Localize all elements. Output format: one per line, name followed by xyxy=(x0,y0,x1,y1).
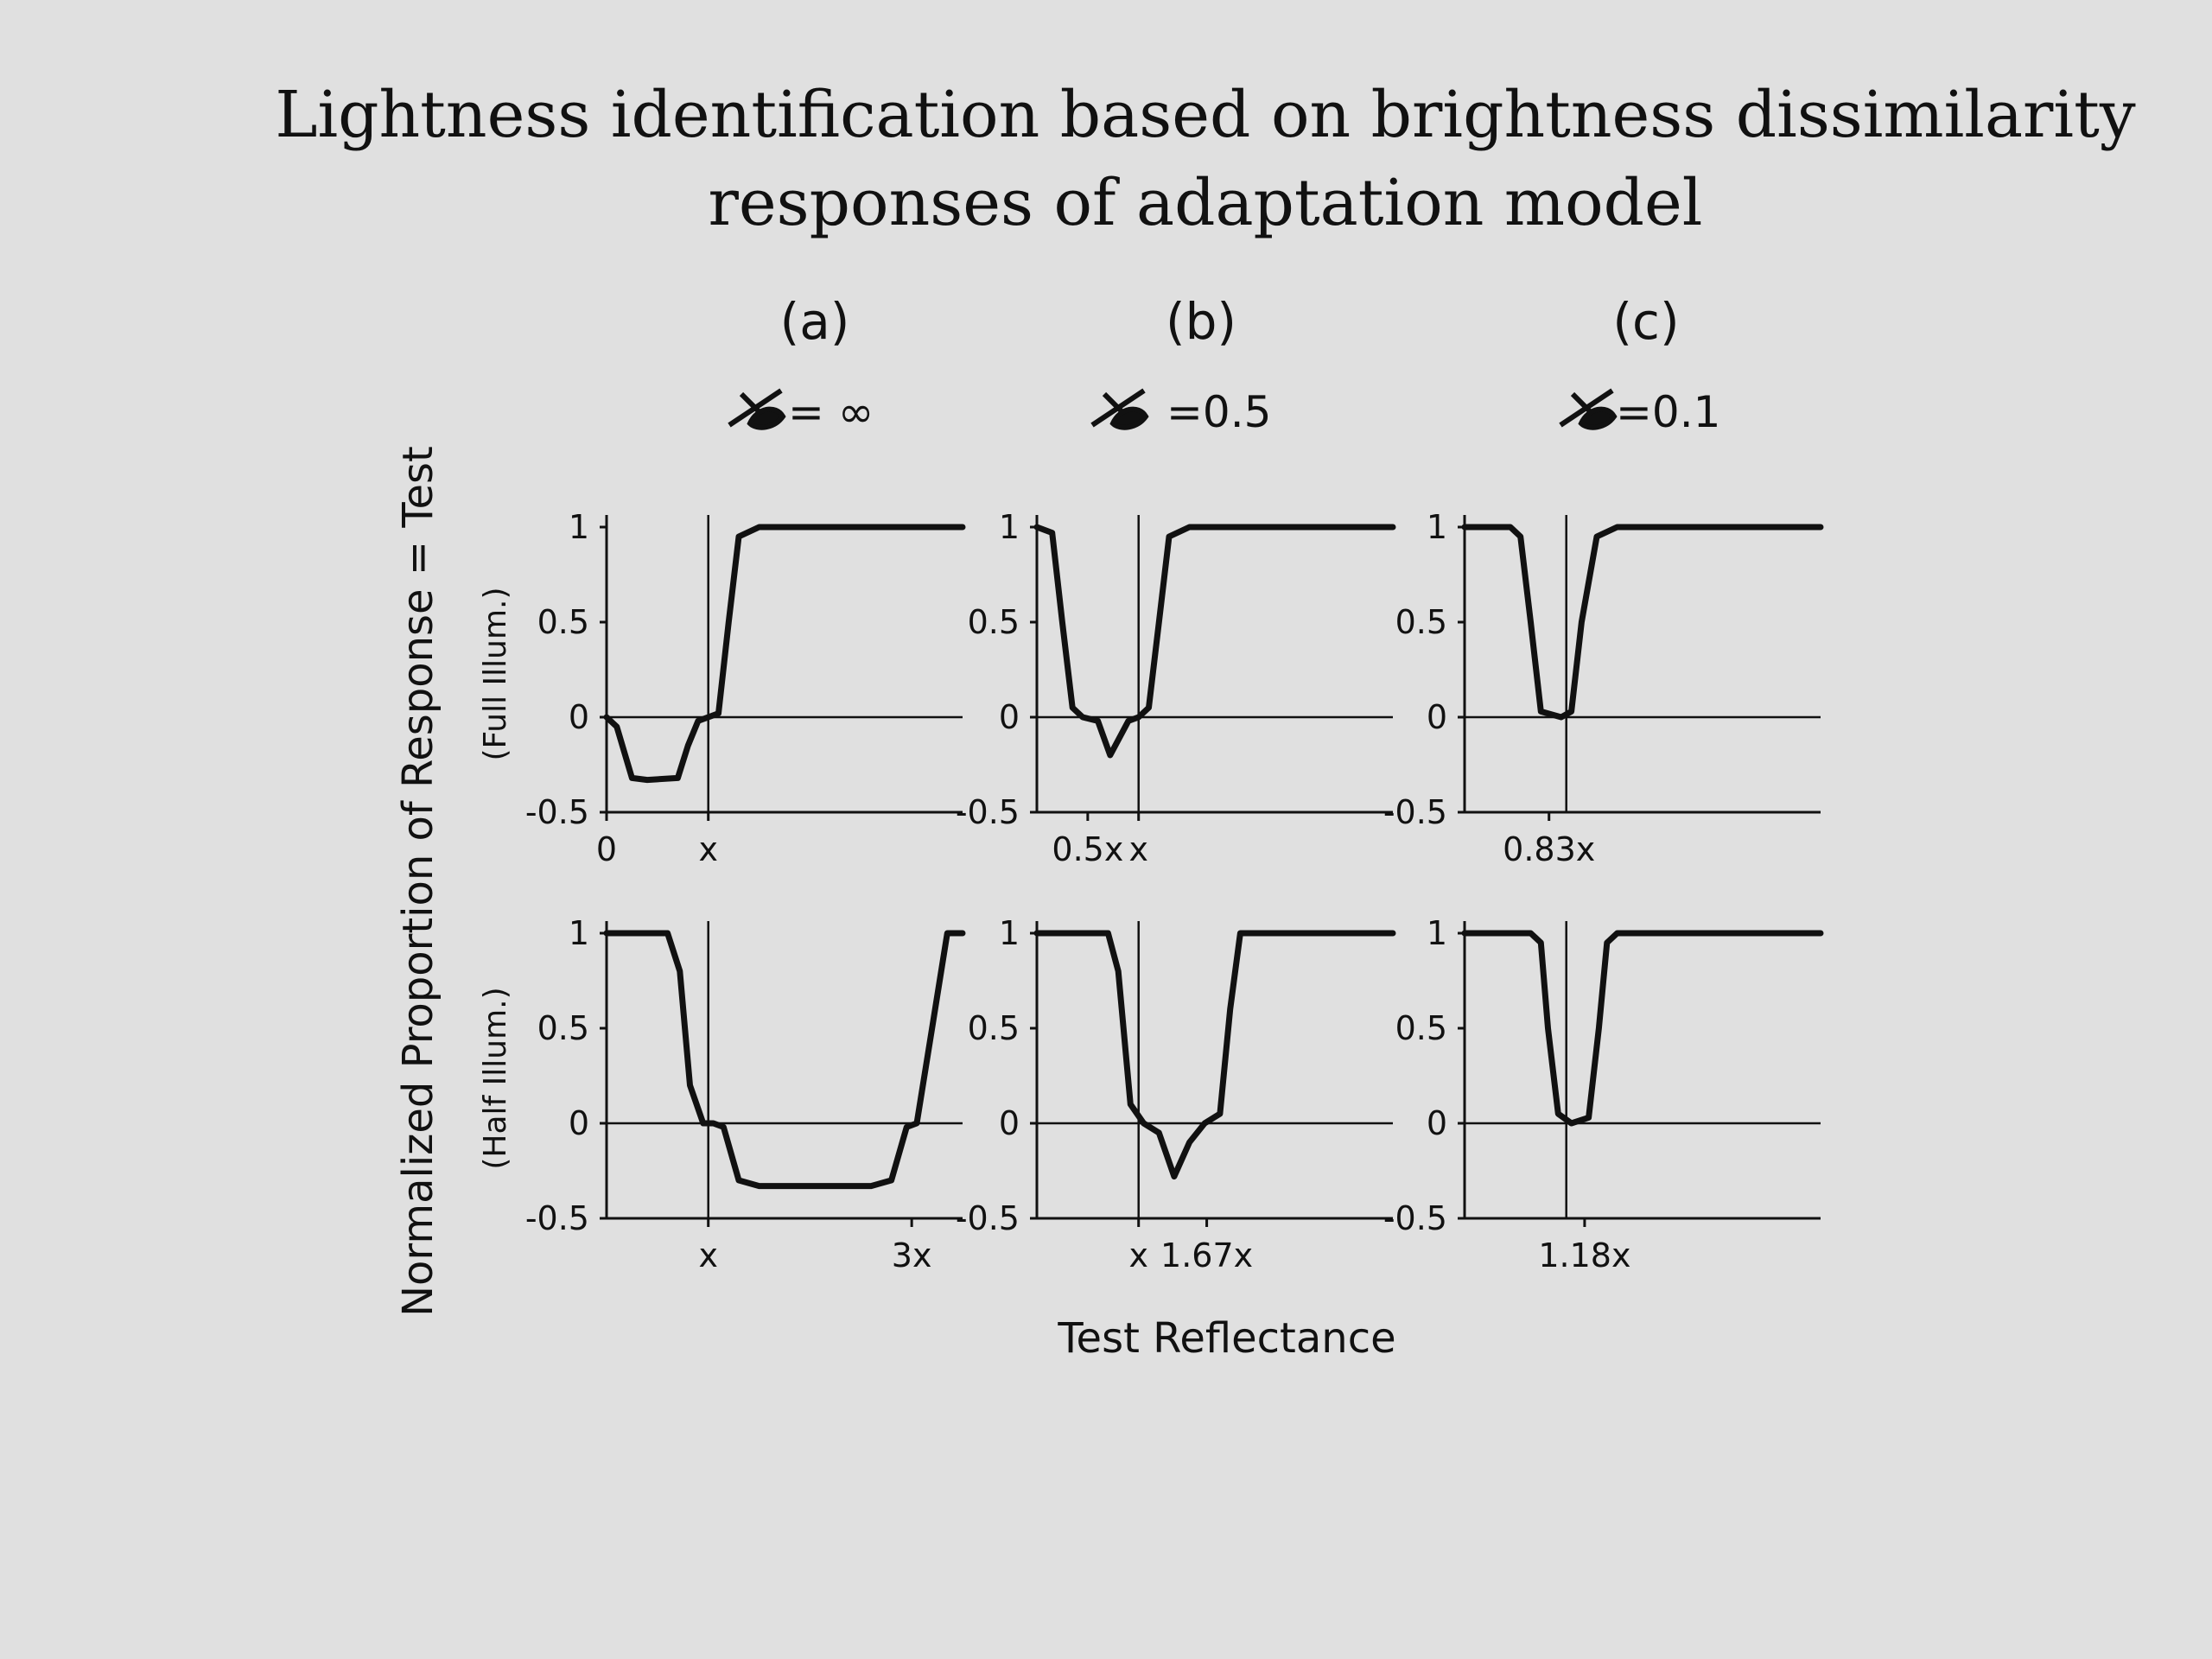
panel-c-full: 1 0.5 0 -0.5 0.83x xyxy=(1383,508,1824,868)
y-tick-label: 0.5 xyxy=(968,603,1020,641)
y-tick-label: 0.5 xyxy=(537,603,589,641)
param-value-a: = ∞ xyxy=(788,387,874,437)
x-tick-label: 1.18x xyxy=(1538,1236,1630,1274)
y-tick-label: 1 xyxy=(569,508,589,546)
panel-axes xyxy=(605,515,963,814)
x-tick-label: x xyxy=(1128,830,1148,868)
panel-letter-c: (c) xyxy=(1612,292,1679,351)
panel-axes xyxy=(1035,515,1393,814)
x-tick-label: 0.5x xyxy=(1052,830,1123,868)
panel-b-full: 1 0.5 0 -0.5 0.5x x xyxy=(956,508,1396,868)
y-tick-label: 1 xyxy=(999,508,1020,546)
y-tick-label: -0.5 xyxy=(1383,793,1447,831)
series-line xyxy=(1033,524,1396,759)
y-tick-label: 1 xyxy=(569,914,589,952)
y-tick-label: 0 xyxy=(1427,698,1447,736)
y-tick-label: 0.5 xyxy=(1395,603,1447,641)
series-line xyxy=(1461,524,1824,721)
y-tick-label: 0.5 xyxy=(968,1009,1020,1047)
y-tick-label: 1 xyxy=(1427,508,1447,546)
panels-grid: 10.50-0.50 x10.50-0.50.5x x10.50-0.50.83x1… xyxy=(525,508,1824,1274)
x-tick-label: 3x xyxy=(892,1236,932,1274)
lambda-glyph-icon xyxy=(1559,388,1618,430)
panel-axes xyxy=(1463,515,1821,814)
y-tick-label: 0 xyxy=(1427,1104,1447,1142)
x-tick-label: 0 xyxy=(596,830,617,868)
panel-c-half: 1 0.5 0 -0.5 1.18x xyxy=(1383,914,1824,1274)
x-axis-title: Test Reflectance xyxy=(1057,1314,1395,1363)
y-tick-label: -0.5 xyxy=(956,1199,1020,1237)
series-line xyxy=(603,524,966,784)
chart-title-line1: Lightness identification based on bright… xyxy=(275,78,2135,152)
y-tick-label: 1 xyxy=(999,914,1020,952)
param-value-c: =0.1 xyxy=(1616,387,1720,437)
panel-axes xyxy=(1035,921,1393,1220)
chart-title-line2: responses of adaptation model xyxy=(709,166,1703,240)
y-tick-label: 0 xyxy=(999,698,1020,736)
panel-b-half: 1 0.5 0 -0.5 x 1.67x xyxy=(956,914,1396,1274)
x-tick-label: x xyxy=(698,830,718,868)
y-axis-title: Normalized Proportion of Response = Test xyxy=(394,446,442,1317)
x-tick-label: x xyxy=(698,1236,718,1274)
row-label-full-illum: (Full Illum.) xyxy=(478,587,513,760)
panel-a-half: 1 0.5 0 -0.5 x 3x xyxy=(525,914,966,1274)
series-line xyxy=(1033,930,1396,1180)
y-tick-label: -0.5 xyxy=(525,1199,589,1237)
y-tick-label: -0.5 xyxy=(525,793,589,831)
row-label-half-illum: (Half Illum.) xyxy=(478,987,513,1169)
lambda-glyph-icon xyxy=(728,388,786,430)
y-tick-label: 0 xyxy=(569,698,589,736)
y-tick-label: 0 xyxy=(569,1104,589,1142)
y-tick-label: -0.5 xyxy=(956,793,1020,831)
panel-letter-b: (b) xyxy=(1166,292,1236,351)
panel-letter-a: (a) xyxy=(780,292,850,351)
y-tick-label: 1 xyxy=(1427,914,1447,952)
panel-axes xyxy=(1463,921,1821,1220)
panel-axes xyxy=(605,921,963,1220)
x-tick-label: x xyxy=(1128,1236,1148,1274)
panel-a-full: 10.50-0.50 x xyxy=(525,508,966,868)
y-tick-label: 0.5 xyxy=(1395,1009,1447,1047)
y-tick-label: 0.5 xyxy=(537,1009,589,1047)
y-tick-label: -0.5 xyxy=(1383,1199,1447,1237)
param-value-b: =0.5 xyxy=(1166,387,1271,437)
x-tick-label: 1.67x xyxy=(1160,1236,1253,1274)
series-line xyxy=(1461,930,1824,1127)
x-tick-label: 0.83x xyxy=(1503,830,1595,868)
series-line xyxy=(603,930,966,1190)
y-tick-label: 0 xyxy=(999,1104,1020,1142)
lambda-glyph-icon xyxy=(1090,388,1149,430)
